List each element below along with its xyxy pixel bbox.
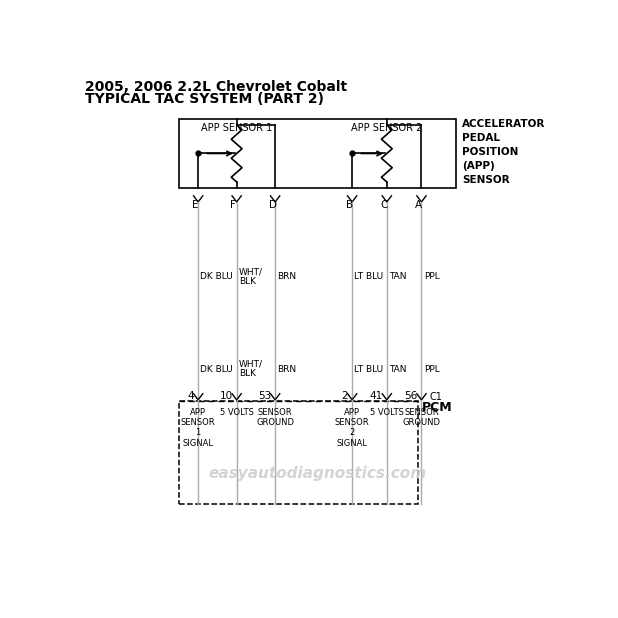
Text: TYPICAL TAC SYSTEM (PART 2): TYPICAL TAC SYSTEM (PART 2) xyxy=(85,92,324,106)
Text: 10: 10 xyxy=(219,391,233,401)
Text: WHT/
BLK: WHT/ BLK xyxy=(239,360,263,378)
Text: A: A xyxy=(415,200,423,211)
Text: 41: 41 xyxy=(370,391,383,401)
Text: PPL: PPL xyxy=(424,272,439,281)
Text: WHT/
BLK: WHT/ BLK xyxy=(239,268,263,286)
Text: BRN: BRN xyxy=(277,272,297,281)
Text: 53: 53 xyxy=(258,391,271,401)
Text: 5 VOLTS: 5 VOLTS xyxy=(220,407,253,417)
Text: 2: 2 xyxy=(342,391,349,401)
Text: 5 VOLTS: 5 VOLTS xyxy=(370,407,404,417)
Text: 4: 4 xyxy=(188,391,194,401)
Text: BRN: BRN xyxy=(277,365,297,373)
Text: 56: 56 xyxy=(404,391,418,401)
Bar xyxy=(179,119,456,188)
Text: ACCELERATOR
PEDAL
POSITION
(APP)
SENSOR: ACCELERATOR PEDAL POSITION (APP) SENSOR xyxy=(462,119,546,185)
Text: APP SENSOR 2: APP SENSOR 2 xyxy=(351,124,423,133)
Text: C: C xyxy=(381,200,388,211)
Text: easyautodiagnostics.com: easyautodiagnostics.com xyxy=(208,465,426,481)
Text: LT BLU: LT BLU xyxy=(355,272,384,281)
Text: APP
SENSOR
1
SIGNAL: APP SENSOR 1 SIGNAL xyxy=(181,407,216,448)
Text: APP
SENSOR
2
SIGNAL: APP SENSOR 2 SIGNAL xyxy=(335,407,370,448)
Text: SENSOR
GROUND: SENSOR GROUND xyxy=(256,407,294,427)
Bar xyxy=(179,402,418,504)
Text: SENSOR
GROUND: SENSOR GROUND xyxy=(402,407,441,427)
Text: LT BLU: LT BLU xyxy=(355,365,384,373)
Text: APP SENSOR 1: APP SENSOR 1 xyxy=(201,124,273,133)
Text: PPL: PPL xyxy=(424,365,439,373)
Text: F: F xyxy=(231,200,236,211)
Text: TAN: TAN xyxy=(389,365,407,373)
Text: B: B xyxy=(346,200,353,211)
Text: PCM: PCM xyxy=(421,402,452,415)
Text: DK BLU: DK BLU xyxy=(200,272,233,281)
Text: DK BLU: DK BLU xyxy=(200,365,233,373)
Text: TAN: TAN xyxy=(389,272,407,281)
Text: C1: C1 xyxy=(429,392,442,402)
Text: D: D xyxy=(269,200,277,211)
Text: 2005, 2006 2.2L Chevrolet Cobalt: 2005, 2006 2.2L Chevrolet Cobalt xyxy=(85,80,347,95)
Text: E: E xyxy=(192,200,198,211)
